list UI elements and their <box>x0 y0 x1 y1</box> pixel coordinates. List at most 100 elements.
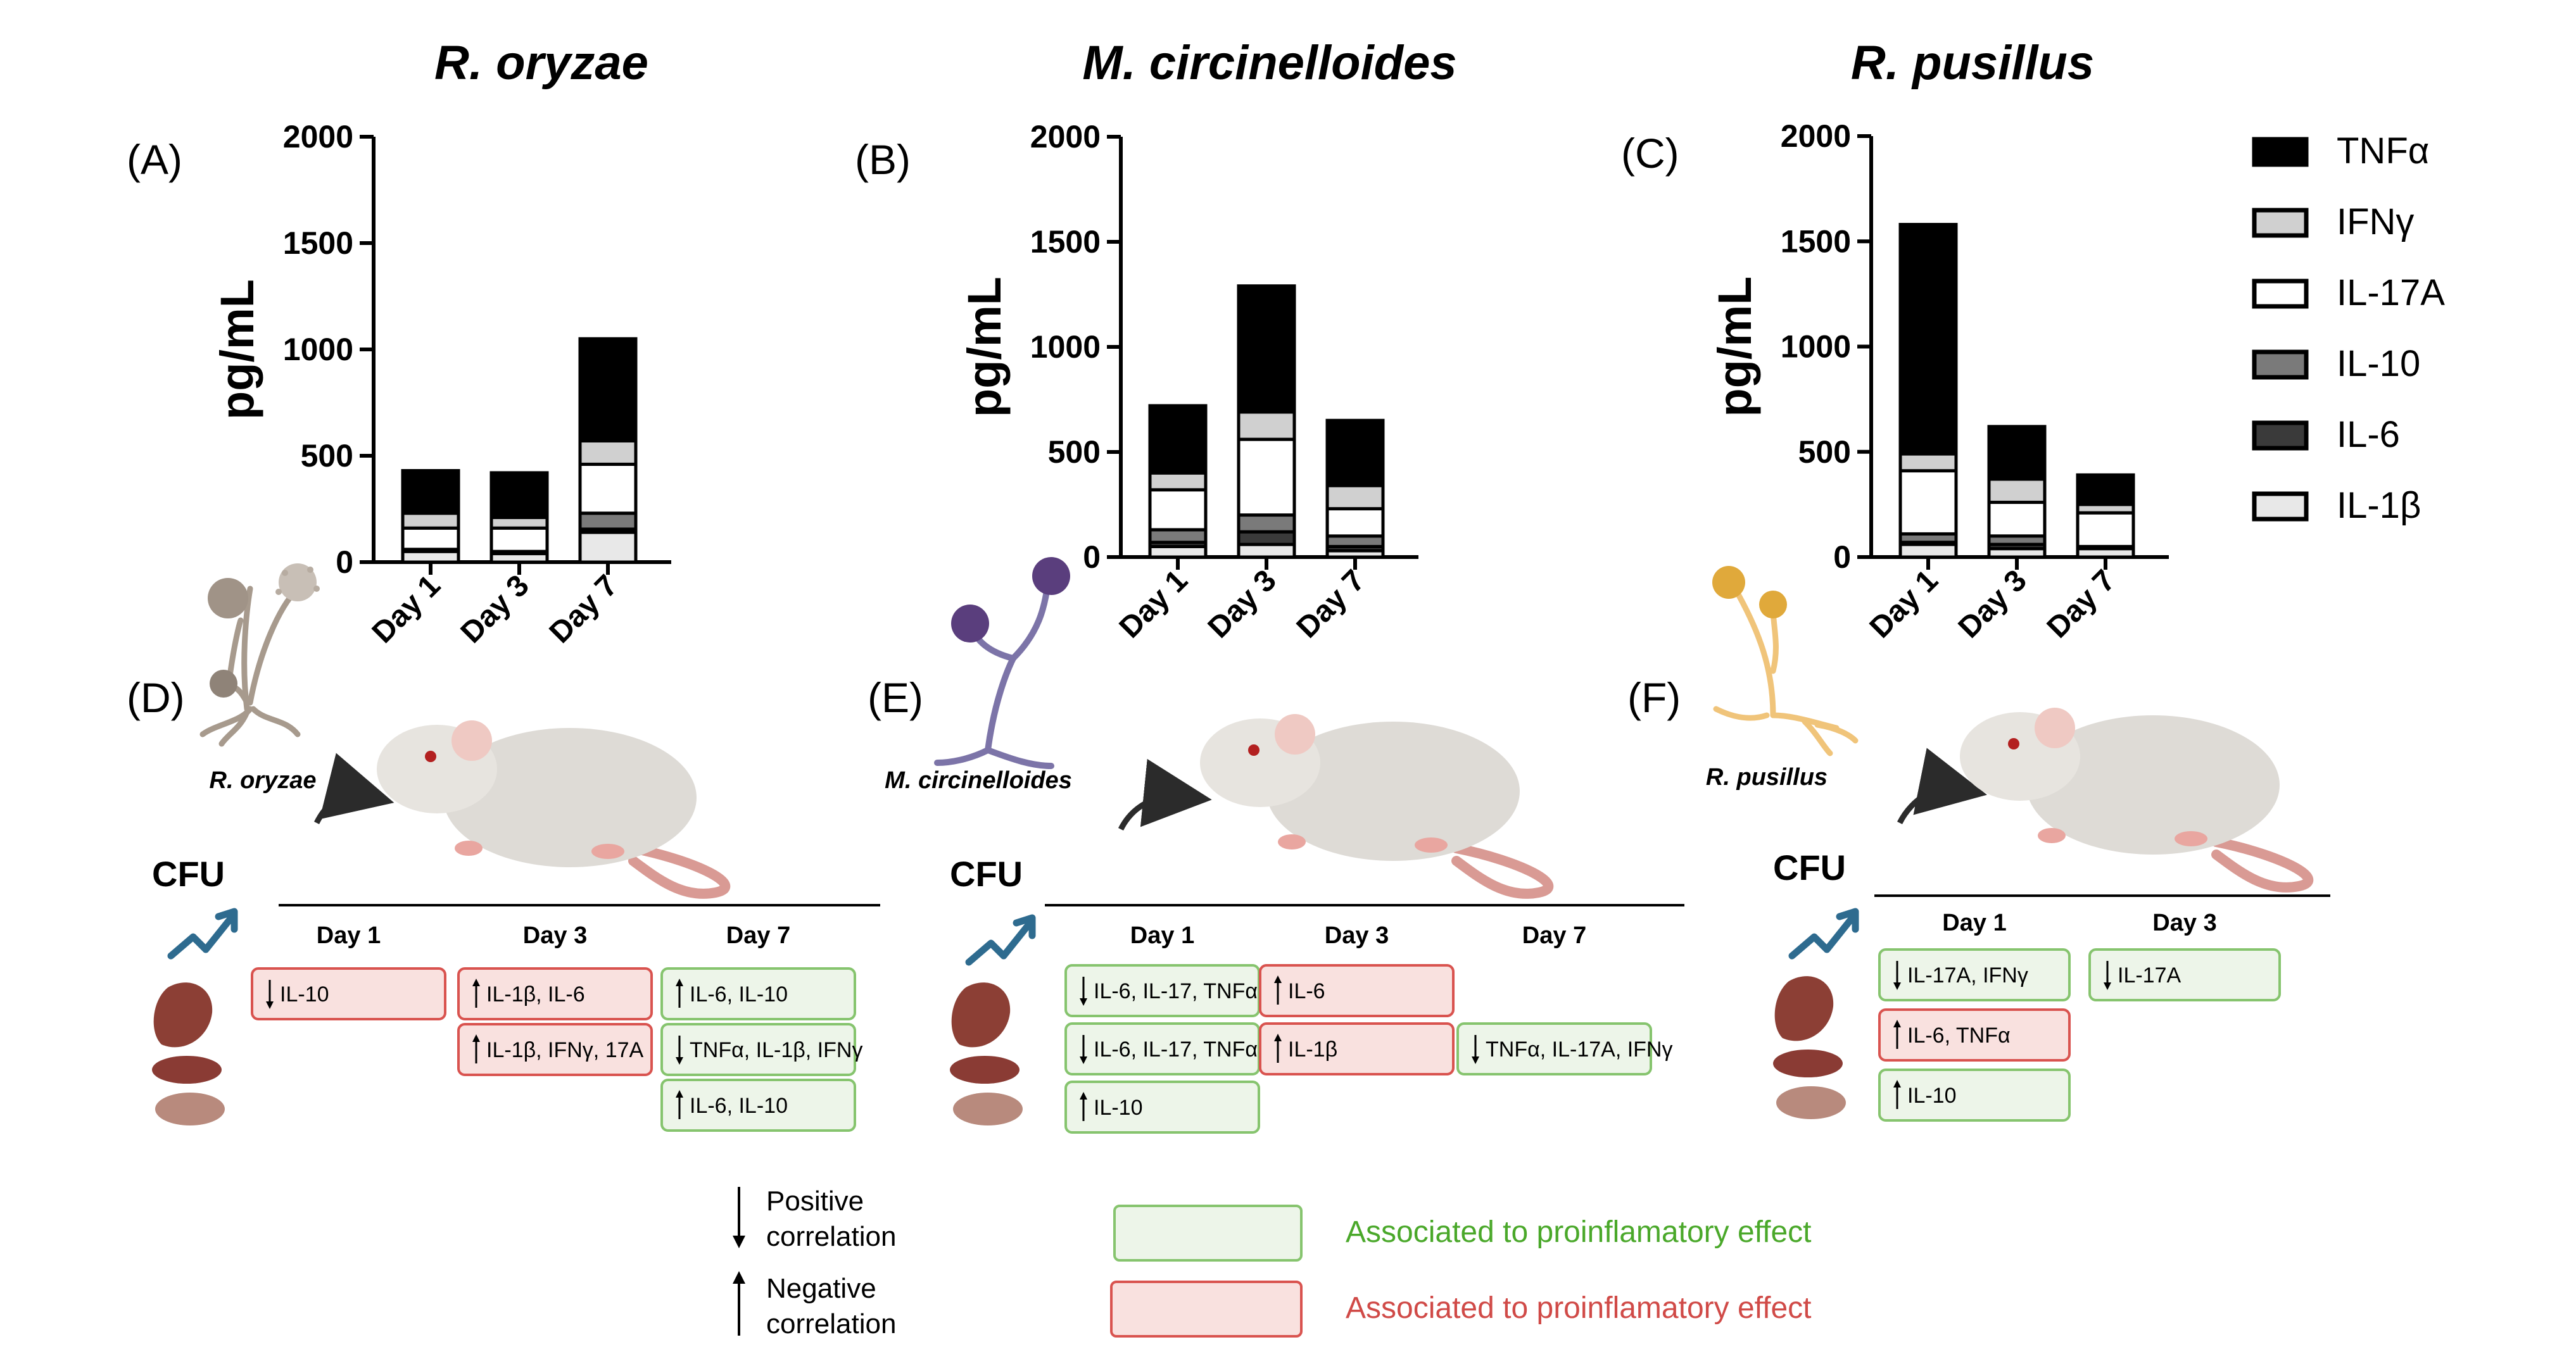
key-red-swatch <box>1110 1281 1303 1338</box>
table-day-header: Day 7 <box>726 922 790 949</box>
y-tick-label: 500 <box>1048 434 1101 470</box>
y-tick-label: 0 <box>1083 539 1101 575</box>
up-arrow-head-icon <box>1080 1092 1087 1100</box>
panel-letter-f: (F) <box>1627 674 1681 721</box>
bar-segment-IFNγ <box>1148 471 1208 492</box>
y-tick-label: 1000 <box>283 332 353 367</box>
y-tick-label: 1000 <box>1030 329 1101 365</box>
green-cell-box <box>2088 948 2281 1001</box>
r-oryzae-fungus-illustration <box>199 563 320 747</box>
bar-segment-IFNγ <box>1987 477 2047 505</box>
panel-letter-d: (D) <box>127 674 185 721</box>
down-arrow-head-icon <box>1080 1056 1087 1064</box>
legend-swatch <box>2252 208 2309 238</box>
red-cell-box <box>251 967 446 1020</box>
chart-legend: TNFα IFNγ IL-17A IL-10 IL-6 IL-1β <box>2252 130 2445 526</box>
x-tick-label: Day 7 <box>2041 563 2122 644</box>
x-tick-label: Day 3 <box>455 568 536 649</box>
bar-segment-IL-17A <box>489 526 549 553</box>
x-tick-label: Day 1 <box>366 568 447 649</box>
y-axis-label: pg/mL <box>1708 277 1761 417</box>
bar-segment-TNFα <box>1987 425 2047 481</box>
red-cell-box <box>457 1023 653 1076</box>
cfu-label-3: CFU <box>1773 848 1846 887</box>
bar-segment-IL-17A <box>2076 511 2135 548</box>
green-cell-box <box>660 1023 856 1076</box>
up-arrow-head-icon <box>1893 1020 1901 1027</box>
y-tick-label: 500 <box>301 438 353 473</box>
legend-label: IL-1β <box>2337 485 2421 526</box>
fungus-label-1: R. oryzae <box>210 767 317 794</box>
table-day-header: Day 1 <box>1942 910 2006 936</box>
green-cell-box <box>1878 948 2071 1001</box>
bar-segment-IL-1β <box>1898 542 1958 559</box>
legend-label: IL-10 <box>2337 343 2420 384</box>
legend-swatch <box>2252 420 2309 451</box>
r-pusillus-fungus-illustration <box>1712 566 1859 756</box>
key-negative-correlation: Negative correlation <box>733 1271 896 1339</box>
x-tick-label: Day 3 <box>1202 563 1283 644</box>
bar-segment-IFNγ <box>489 515 549 530</box>
x-tick-label: Day 3 <box>1952 563 2033 644</box>
green-cell-box <box>1456 1022 1652 1075</box>
table-cell-text: IL-10 <box>1907 1084 1957 1108</box>
legend-swatch <box>2252 137 2309 167</box>
infection-arrow-1 <box>313 753 395 825</box>
y-tick-label: 0 <box>336 544 353 580</box>
legend-label: IFNγ <box>2337 201 2414 242</box>
key-negative-line2: correlation <box>766 1308 896 1339</box>
cfu-trend-icon-3 <box>1788 908 1859 960</box>
table-cell-text: IL-6 <box>1288 979 1325 1003</box>
down-arrow-head-icon <box>676 1057 683 1065</box>
y-tick-label: 2000 <box>283 119 353 154</box>
table-cell-text: IL-17A <box>2118 963 2181 987</box>
x-tick-label: Day 1 <box>1864 563 1945 644</box>
up-arrow-head-icon <box>1274 975 1282 983</box>
bar-segment-TNFα <box>1237 284 1296 414</box>
down-arrow-head-icon <box>266 1001 274 1009</box>
organs-illustration-3 <box>1773 976 1846 1119</box>
bar-segment-IFNγ <box>1898 452 1958 473</box>
bar-segment-IL-17A <box>401 526 460 551</box>
bar-segment-IL-17A <box>1237 437 1296 517</box>
table-cell-text: IL-6, IL-17, TNFα <box>1094 1037 1258 1062</box>
y-tick-label: 1500 <box>1781 223 1851 259</box>
bar-segment-IL-10 <box>1237 513 1296 534</box>
chart-r-pusillus: 0 500 1000 1500 2000 pg/mL Day 1 Day 3 Day 7 <box>1708 118 2169 644</box>
bar-segment-TNFα <box>1148 404 1208 475</box>
bar-segment-IL-10 <box>578 511 638 531</box>
bar-segment-IFNγ <box>578 439 638 466</box>
legend-swatch <box>2252 491 2309 522</box>
bar-segment-IL-1β <box>1237 542 1296 559</box>
table-day-header: Day 3 <box>2152 910 2216 936</box>
down-arrow-head-icon <box>1472 1056 1479 1064</box>
bar-segment-TNFα <box>489 471 549 519</box>
down-arrow-head-icon <box>1080 998 1087 1006</box>
bar-segment-IFNγ <box>1325 484 1385 511</box>
y-axis-label: pg/mL <box>211 279 263 420</box>
table-cell-text: TNFα, IL-1β, IFNγ <box>690 1038 862 1062</box>
bar-segment-IL-17A <box>578 462 638 515</box>
green-cell-box <box>660 967 856 1020</box>
table-cell-text: TNFα, IL-17A, IFNγ <box>1486 1037 1672 1062</box>
bar-segment-IFNγ <box>401 511 460 530</box>
legend-swatch <box>2252 279 2309 309</box>
bar-segment-IL-1β <box>578 530 638 564</box>
table-cell-text: IL-1β, IFNγ, 17A <box>486 1038 644 1062</box>
bar-segment-TNFα <box>578 337 638 442</box>
correlation-table-r-pusillus: Day 1 Day 3 IL-17A, IFNγ IL-6, TNFα IL-10 IL-… <box>1874 894 2330 1122</box>
down-arrow-head-icon <box>2104 982 2111 990</box>
table-day-header: Day 3 <box>523 922 587 949</box>
bar-segment-TNFα <box>1898 223 1958 456</box>
panel-letter-a: (A) <box>127 136 182 183</box>
x-tick-label: Day 7 <box>543 568 624 649</box>
up-arrow-head-icon <box>676 1090 683 1098</box>
table-cell-text: IL-6, IL-17, TNFα <box>1094 979 1258 1003</box>
chart-m-circinelloides: 0 500 1000 1500 2000 pg/mL Day 1 Day 3 Day 7 <box>958 119 1418 644</box>
mouse-illustration-3 <box>1960 708 2314 893</box>
y-tick-label: 0 <box>1833 539 1851 575</box>
bar-segment-TNFα <box>401 469 460 515</box>
fungus-label-3: R. pusillus <box>1706 764 1828 791</box>
organs-illustration-1 <box>152 982 225 1125</box>
